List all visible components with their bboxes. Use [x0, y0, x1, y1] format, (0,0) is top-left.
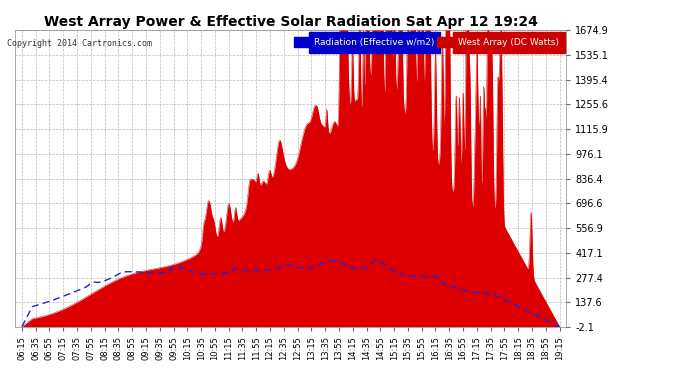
Title: West Array Power & Effective Solar Radiation Sat Apr 12 19:24: West Array Power & Effective Solar Radia…	[43, 15, 538, 29]
Text: Copyright 2014 Cartronics.com: Copyright 2014 Cartronics.com	[7, 39, 152, 48]
Legend: Radiation (Effective w/m2), West Array (DC Watts): Radiation (Effective w/m2), West Array (…	[291, 34, 562, 50]
